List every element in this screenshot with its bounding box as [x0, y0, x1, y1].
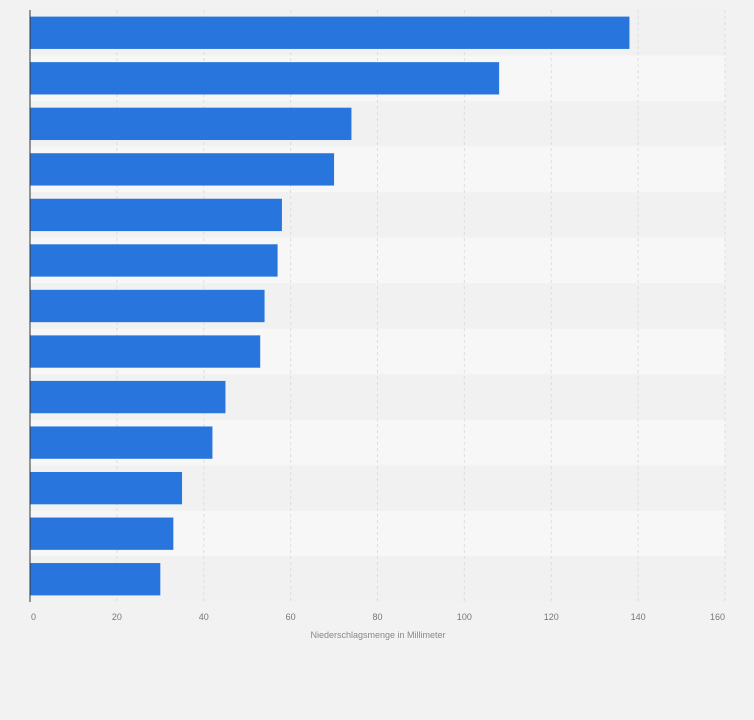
bar [30, 107, 352, 141]
x-tick-label: 20 [112, 612, 122, 622]
bar [30, 289, 265, 323]
bar [30, 153, 335, 186]
bar [30, 198, 282, 232]
x-tick-label: 80 [372, 612, 382, 622]
x-axis-title: Niederschlagsmenge in Millimeter [310, 630, 445, 640]
x-tick-label: 160 [710, 612, 725, 622]
bar [30, 471, 183, 505]
bar [30, 563, 161, 596]
x-tick-label: 0 [31, 612, 36, 622]
x-tick-label: 120 [544, 612, 559, 622]
x-axis-ticks: 0 20 40 60 80 100 120 140 160 [31, 612, 725, 622]
x-tick-label: 60 [286, 612, 296, 622]
x-tick-label: 40 [199, 612, 209, 622]
gridlines [116, 10, 726, 602]
bar [30, 244, 278, 277]
bar [30, 380, 226, 414]
x-tick-label: 100 [457, 612, 472, 622]
bar [30, 16, 630, 49]
bar [30, 335, 261, 368]
bars [30, 16, 630, 596]
bar [30, 62, 500, 95]
bar [30, 426, 213, 459]
x-tick-label: 140 [631, 612, 646, 622]
bar [30, 517, 174, 550]
